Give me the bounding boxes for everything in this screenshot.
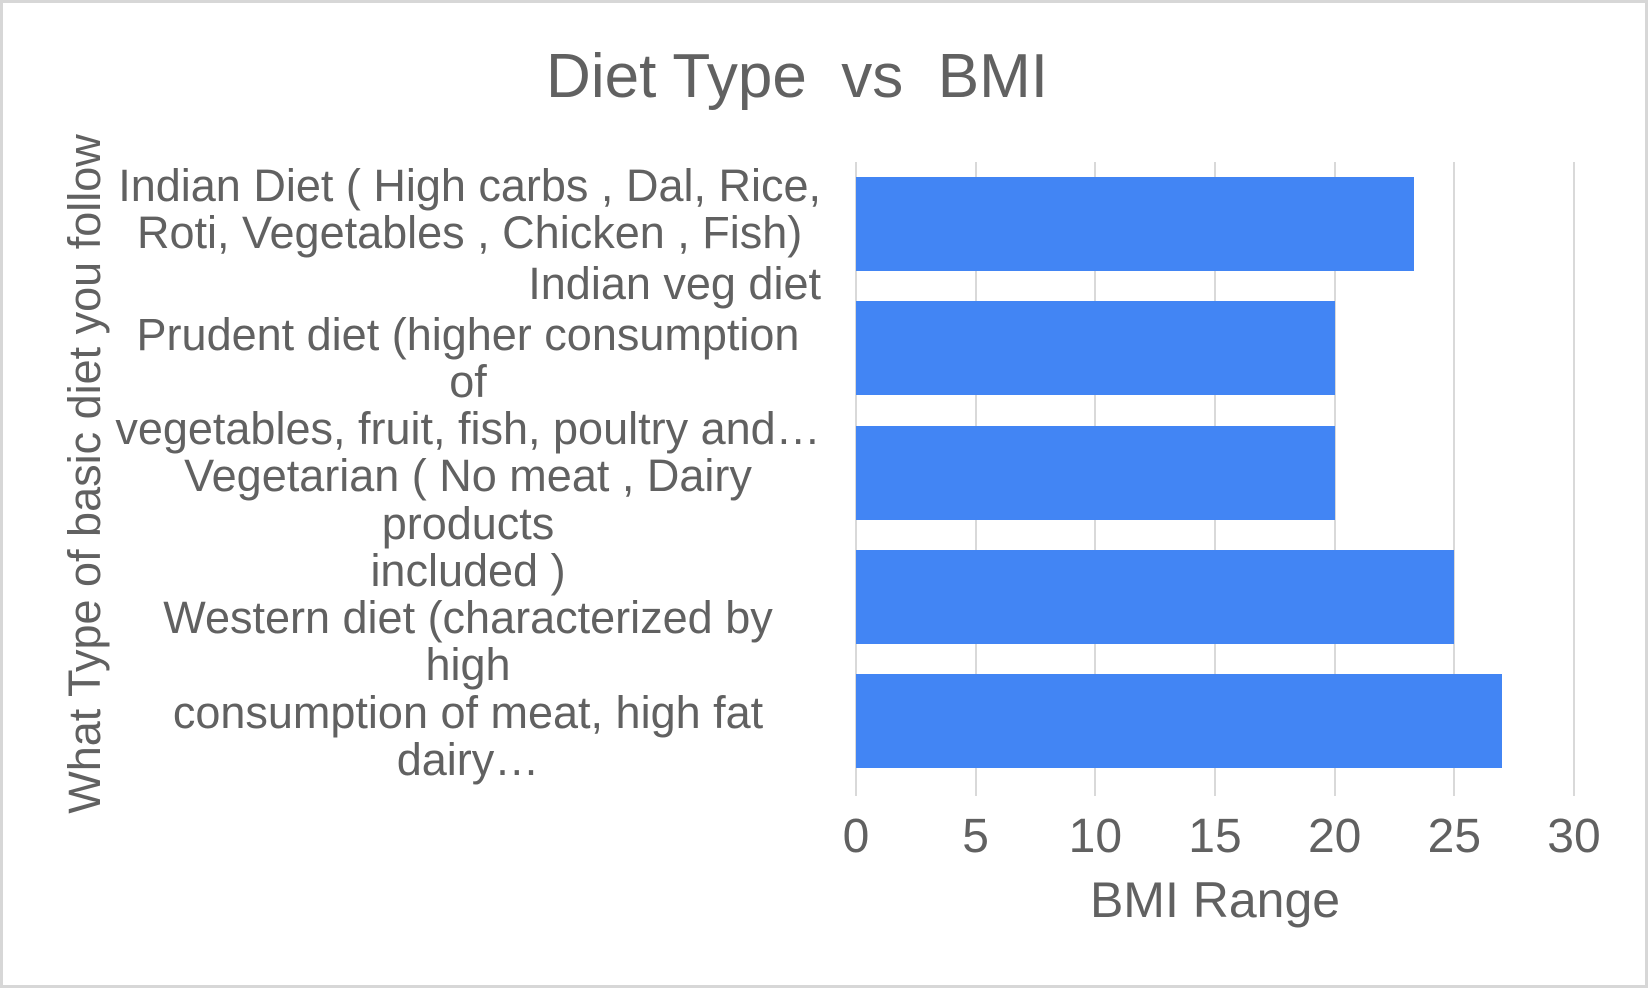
label-row: Indian veg diet: [115, 257, 821, 311]
bar-row: [856, 410, 1574, 534]
label-row: Indian Diet ( High carbs , Dal, Rice, Ro…: [115, 162, 821, 257]
bar-row: [856, 162, 1574, 286]
bar: [856, 549, 1455, 644]
bar-row: [856, 535, 1574, 659]
category-axis: Indian Diet ( High carbs , Dal, Rice, Ro…: [115, 162, 821, 783]
x-tick-label: 30: [1547, 810, 1601, 863]
bar: [856, 177, 1415, 272]
plot-area: [855, 162, 1575, 783]
x-tick-label: 0: [842, 810, 870, 863]
gridline: [1453, 162, 1456, 783]
label-row: Vegetarian ( No meat , Dairy products in…: [115, 452, 821, 594]
label-row: Western diet (characterized by high cons…: [115, 594, 821, 783]
x-axis-tick-labels: 0 5 10 15 20 25 30: [843, 809, 1601, 864]
gridline: [1333, 162, 1336, 783]
bar: [856, 425, 1335, 520]
category-label: Western diet (characterized by high cons…: [163, 592, 773, 785]
x-axis-tick-marks: [855, 783, 1575, 796]
bar: [856, 673, 1503, 768]
x-tick-label: 10: [1068, 810, 1123, 863]
chart-title: Diet Type vs BMI: [546, 42, 1048, 111]
gridline: [1573, 162, 1575, 783]
tick-mark: [974, 783, 977, 796]
x-tick-label: 25: [1427, 810, 1482, 863]
tick-mark: [1214, 783, 1216, 796]
x-tick-label: 15: [1188, 810, 1242, 863]
tick-mark: [1573, 783, 1575, 796]
tick-mark: [1333, 783, 1336, 796]
category-label: Indian Diet ( High carbs , Dal, Rice, Ro…: [118, 160, 821, 259]
bar-series: [856, 162, 1574, 783]
category-label: Prudent diet (higher consumption of vege…: [115, 308, 821, 454]
x-axis-title: BMI Range: [1089, 872, 1341, 928]
tick-mark: [1453, 783, 1456, 796]
tick-mark: [855, 783, 857, 796]
category-label: Indian veg diet: [528, 257, 821, 309]
x-tick-label: 5: [962, 810, 990, 863]
category-label: Vegetarian ( No meat , Dairy products in…: [184, 450, 752, 596]
bar: [856, 301, 1335, 396]
tick-mark: [1094, 783, 1097, 796]
y-axis-title: What Type of basic diet you follow: [59, 134, 110, 814]
bar-row: [856, 659, 1574, 783]
x-tick-label: 20: [1307, 810, 1362, 863]
label-row: Prudent diet (higher consumption of vege…: [115, 308, 821, 454]
bar-row: [856, 286, 1574, 410]
